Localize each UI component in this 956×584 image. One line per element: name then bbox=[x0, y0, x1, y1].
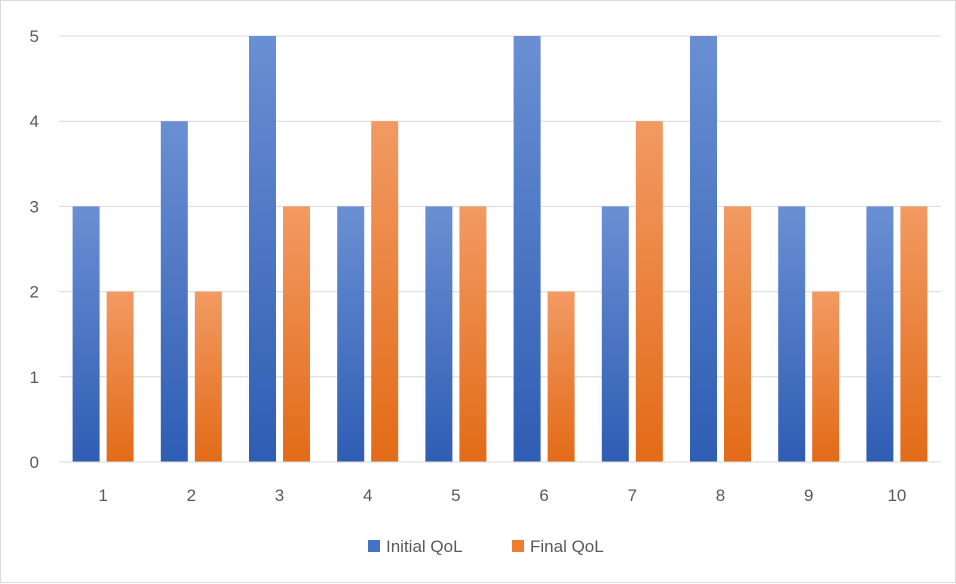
bar-final-6 bbox=[547, 291, 575, 462]
bars bbox=[72, 36, 928, 462]
legend-swatch bbox=[512, 540, 524, 552]
legend-swatch bbox=[368, 540, 380, 552]
bar-initial-6 bbox=[513, 36, 541, 462]
x-tick-label: 3 bbox=[275, 486, 284, 505]
bar-final-7 bbox=[635, 121, 663, 462]
bar-initial-5 bbox=[425, 206, 453, 462]
y-tick-label: 0 bbox=[30, 453, 39, 472]
x-tick-label: 5 bbox=[451, 486, 460, 505]
x-tick-label: 9 bbox=[804, 486, 813, 505]
gridlines bbox=[59, 35, 941, 378]
y-tick-label: 2 bbox=[30, 283, 39, 302]
y-tick-label: 3 bbox=[30, 197, 39, 216]
bar-final-4 bbox=[371, 121, 399, 462]
bar-initial-9 bbox=[778, 206, 806, 462]
y-axis-ticks: 0 1 2 3 4 5 bbox=[30, 27, 39, 472]
y-tick-label: 5 bbox=[30, 27, 39, 46]
bar-initial-7 bbox=[601, 206, 629, 462]
bar-final-9 bbox=[812, 291, 840, 462]
legend-label: Final QoL bbox=[530, 537, 604, 556]
bar-initial-3 bbox=[249, 36, 276, 462]
legend-item-final: Final QoL bbox=[512, 537, 604, 556]
bar-initial-4 bbox=[337, 206, 365, 462]
bar-final-8 bbox=[724, 206, 751, 462]
x-tick-label: 2 bbox=[187, 486, 196, 505]
bar-initial-8 bbox=[690, 36, 717, 462]
bar-final-3 bbox=[283, 206, 310, 462]
legend-label: Initial QoL bbox=[386, 537, 463, 556]
bar-initial-1 bbox=[72, 206, 100, 462]
y-tick-label: 4 bbox=[30, 112, 39, 131]
x-tick-label: 6 bbox=[539, 486, 548, 505]
bar-final-5 bbox=[459, 206, 487, 462]
x-tick-label: 7 bbox=[628, 486, 637, 505]
legend-item-initial: Initial QoL bbox=[368, 537, 463, 556]
x-tick-label: 10 bbox=[887, 486, 906, 505]
x-axis-ticks: 1 2 3 4 5 6 7 8 9 10 bbox=[98, 486, 906, 505]
bar-initial-2 bbox=[160, 121, 188, 462]
y-tick-label: 1 bbox=[30, 368, 39, 387]
bar-final-2 bbox=[194, 291, 222, 462]
x-tick-label: 8 bbox=[716, 486, 725, 505]
bar-final-10 bbox=[900, 206, 928, 462]
x-tick-label: 4 bbox=[363, 486, 372, 505]
legend: Initial QoL Final QoL bbox=[368, 537, 604, 556]
bar-final-1 bbox=[106, 291, 134, 462]
x-tick-label: 1 bbox=[98, 486, 107, 505]
bar-initial-10 bbox=[866, 206, 894, 462]
